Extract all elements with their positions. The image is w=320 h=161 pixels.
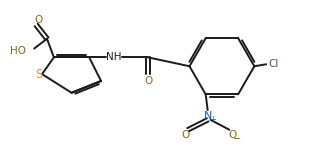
- Text: −: −: [233, 134, 241, 144]
- Text: +: +: [209, 115, 216, 124]
- Text: Cl: Cl: [269, 59, 279, 69]
- Text: S: S: [36, 68, 43, 81]
- Text: N: N: [204, 111, 212, 121]
- Text: O: O: [34, 15, 42, 25]
- Text: NH: NH: [106, 52, 122, 62]
- Text: O: O: [144, 76, 152, 86]
- Text: O: O: [181, 130, 189, 140]
- Text: O: O: [228, 130, 236, 140]
- Text: HO: HO: [10, 46, 26, 56]
